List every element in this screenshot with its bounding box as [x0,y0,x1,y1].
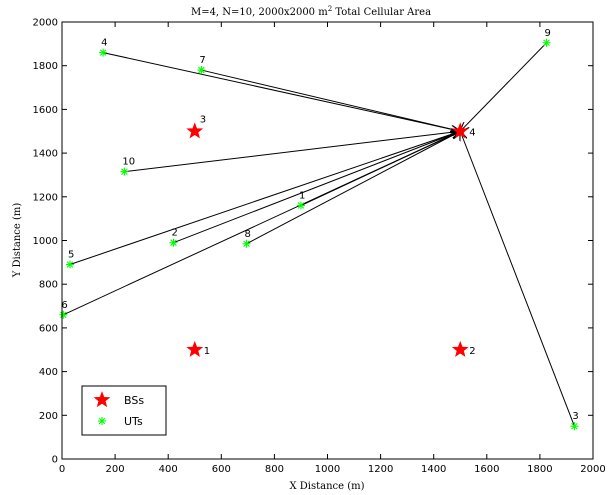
ut-marker [65,260,74,269]
ut-label: 3 [572,411,578,422]
x-axis-label: X Distance (m) [289,481,364,492]
x-tick-label: 1000 [315,464,340,475]
bs-marker [451,122,469,139]
ut-marker [570,422,579,431]
ut-label: 8 [245,229,251,240]
ut-label: 9 [545,28,551,39]
ut-marker [169,238,178,247]
x-tick-label: 200 [106,464,125,475]
ut-marker-stroke [99,49,107,56]
x-tick-label: 0 [59,464,65,475]
y-axis-ticks: 0 200 400 600 800 1000 1200 1400 1600 1800 2000 [33,18,593,466]
y-tick-label: 400 [39,367,58,378]
link-arrow [300,131,460,206]
ut-marker-stroke [243,240,250,248]
bs-marker [451,340,469,357]
y-tick-label: 1600 [33,105,58,116]
ut-marker-stroke [121,168,128,175]
link-arrow [460,131,575,427]
y-tick-label: 1200 [33,192,58,203]
y-tick-label: 1400 [33,149,58,160]
x-tick-label: 2000 [580,464,605,475]
y-tick-label: 200 [39,411,58,422]
legend-label-bss: BSs [124,394,144,407]
y-tick-label: 2000 [33,18,58,29]
ut-label: 2 [172,228,178,239]
legend-box [81,385,167,436]
link-arrow [460,42,547,131]
bs-marker [186,340,204,357]
y-tick-label: 1000 [33,236,58,247]
ut-marker [120,167,129,176]
legend-asterisk-icon [98,417,106,425]
x-tick-label: 1200 [368,464,393,475]
link-arrow [173,131,461,244]
ut-marker [296,201,305,210]
ut-marker [242,239,251,248]
x-tick-label: 1400 [421,464,446,475]
y-axis-label: Y Distance (m) [12,203,23,279]
ut-marker [59,310,68,319]
bs-label: 2 [469,346,475,357]
legend-asterisk-shape-stroke [98,417,106,425]
chart-title: M=4, N=10, 2000x2000 m2 Total Cellular A… [191,5,431,18]
link-arrow [201,69,460,131]
point-layer: 1 2 3 4 5 6 7 8 9 10 1 2 3 4 [59,28,579,431]
legend-star-icon [93,391,111,408]
x-tick-label: 400 [159,464,178,475]
ut-label: 7 [199,55,205,66]
x-tick-label: 1600 [474,464,499,475]
chart-title-superscript: 2 [328,5,332,13]
link-arrow [103,52,460,132]
x-tick-label: 600 [212,464,231,475]
bs-marker [186,122,204,139]
y-tick-label: 1800 [33,61,58,72]
legend-label-uts: UTs [124,415,143,428]
plot-area-frame [61,21,594,460]
bs-label: 4 [469,127,475,138]
ut-marker [197,66,206,75]
y-tick-label: 600 [39,323,58,334]
ut-label: 6 [61,300,67,311]
ut-marker-stroke [60,311,67,319]
legend-asterisk-shape [98,417,106,425]
link-arrow [246,131,461,245]
ut-marker-stroke [543,39,550,47]
ut-marker [542,38,551,47]
arrow-layer [63,42,575,427]
legend-star-shape [93,391,111,408]
bs-label: 1 [204,346,210,357]
legend: BSs UTs [81,385,167,436]
ut-marker-stroke [571,422,578,430]
ut-marker-stroke [170,239,177,246]
ut-label: 1 [299,191,305,202]
chart-title-main: M=4, N=10, 2000x2000 m [191,7,328,18]
ut-label: 10 [122,157,135,168]
link-arrow [69,131,460,266]
bs-label: 3 [200,114,206,125]
ut-marker-stroke [198,66,205,74]
ut-marker-stroke [66,261,74,268]
x-tick-label: 1800 [527,464,552,475]
ut-marker [99,48,108,57]
ut-label: 4 [101,38,107,49]
link-arrow [124,131,460,173]
x-tick-label: 800 [265,464,284,475]
chart-title-suffix: Total Cellular Area [332,7,431,18]
x-axis-ticks: 0 200 400 600 800 1000 1200 1400 1600 1800 2000 [59,22,606,475]
ut-marker-stroke [297,202,305,209]
y-tick-label: 0 [52,455,58,466]
y-tick-label: 800 [39,280,58,291]
ut-label: 5 [68,250,74,261]
